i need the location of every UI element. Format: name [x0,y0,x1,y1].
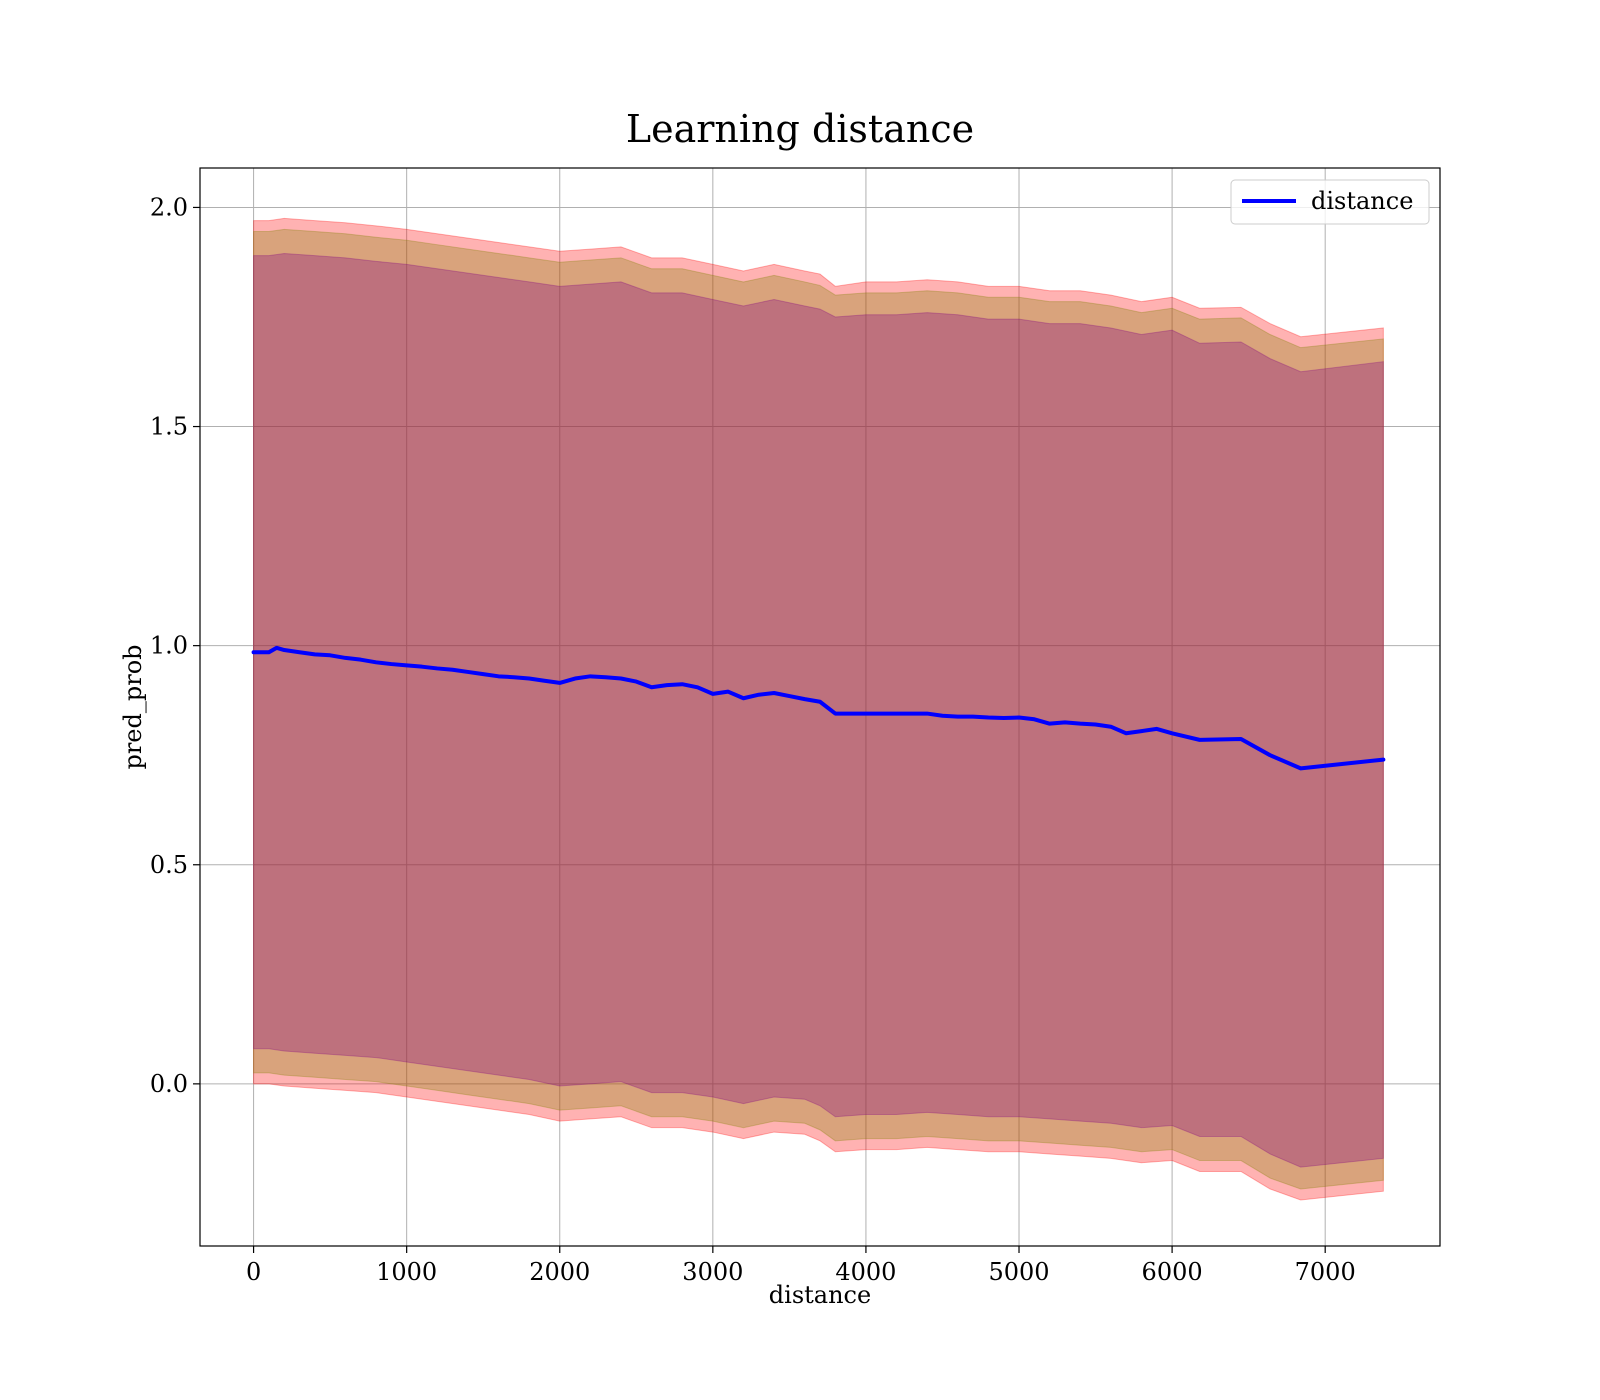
series-point [1300,767,1302,769]
series-point [314,653,316,656]
series-point [880,712,882,715]
confidence-band-2 [253,228,1384,1190]
series-point [275,647,278,649]
x-tick-label: 0 [246,1258,261,1286]
series-point [926,712,928,715]
series-point [895,712,898,715]
y-tick-label: 1.0 [150,632,188,660]
y-tick-label: 2.0 [150,193,188,221]
series-point [1094,723,1097,726]
series-point [712,693,714,695]
legend-label-distance: distance [1311,187,1413,215]
y-tick-label: 0.0 [150,1070,188,1098]
series-point [360,659,362,661]
series-point [559,682,561,684]
series-point [1064,721,1066,723]
series-point [666,684,668,686]
series-point [513,676,515,678]
plot-frame [199,167,1441,1247]
x-tick-label: 6000 [1142,1258,1203,1286]
series-point [834,712,836,715]
series-point [482,673,484,675]
series-point [1171,732,1173,734]
series-point [941,715,944,717]
confidence-band-3 [253,252,1384,1168]
confidence-band-1 [253,217,1384,1201]
series-point [651,686,653,688]
x-tick-label: 5000 [988,1258,1049,1286]
series-point [574,677,576,680]
series-point [1382,758,1384,761]
chart-title: Learning distance [626,107,974,151]
series-point [1110,726,1112,728]
series-point [1003,717,1005,719]
legend: distance [1230,179,1430,225]
series-point [865,712,867,715]
x-axis-ticks: 0 1000 2000 3000 4000 5000 6000 7000 [246,1246,1356,1286]
series-point [497,675,500,677]
series-point [681,683,683,685]
x-tick-label: 2000 [529,1258,590,1286]
series-point [344,657,347,659]
series-point [1018,716,1020,719]
series-point [620,677,622,680]
series-point [1140,730,1143,732]
grid-lines [200,168,1440,1246]
series-point [819,701,821,703]
series-point [635,680,637,683]
series-point [957,716,959,718]
x-tick-label: 1000 [376,1258,437,1286]
series-point [1049,723,1051,725]
series-point [1156,728,1158,730]
series-point [911,712,913,715]
series-point [758,694,760,696]
series-point [850,712,852,715]
x-tick-label: 4000 [835,1258,896,1286]
confidence-bands [253,217,1384,1201]
series-point [773,692,775,694]
x-tick-label: 3000 [682,1258,743,1286]
x-tick-label: 7000 [1295,1258,1356,1286]
series-point [1033,718,1035,720]
series-point [467,671,469,673]
series-point [742,697,745,699]
series-point [329,654,331,656]
series-point [375,661,377,663]
series-point [696,686,699,688]
legend-box [1230,179,1430,225]
series-point [252,651,255,653]
series-point [298,651,301,653]
series-point [804,698,806,700]
series-point [1125,732,1127,734]
series-point [543,680,546,682]
series-point [589,675,591,677]
series-lines [251,645,1386,771]
series-point [436,667,438,670]
y-tick-label: 1.5 [150,413,188,441]
series-point [451,669,454,671]
series-point [987,716,990,719]
y-axis-label: pred_prob [119,644,147,769]
series-point [390,663,392,665]
y-tick-label: 0.5 [150,851,188,879]
series-point [268,651,270,653]
series-point [1079,723,1081,725]
series-point [1240,738,1242,740]
series-point [283,649,285,651]
series-point [421,666,423,668]
series-point [727,691,729,693]
series-point [1269,754,1271,756]
series-point [528,677,530,680]
series-point [406,664,408,666]
series-point [972,716,974,718]
x-axis-label: distance [769,1281,871,1309]
series-point [605,676,607,678]
y-axis-ticks: 0.0 0.5 1.0 1.5 2.0 [150,193,200,1098]
series-point [788,695,790,697]
series-point [1199,739,1201,741]
